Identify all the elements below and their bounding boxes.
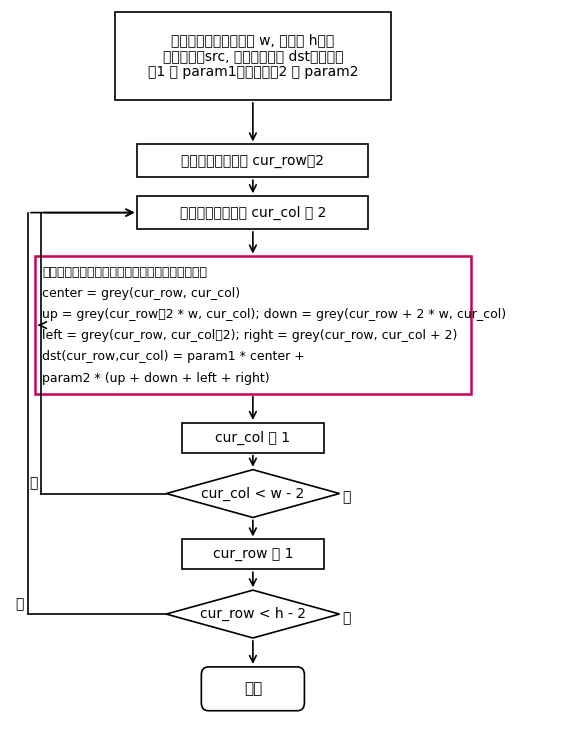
Text: 否: 否 bbox=[342, 490, 350, 504]
Text: left = grey(cur_row, cur_col－2); right = grey(cur_row, cur_col + 2): left = grey(cur_row, cur_col－2); right =… bbox=[43, 329, 458, 343]
Text: cur_col 增 1: cur_col 增 1 bbox=[215, 431, 290, 445]
Polygon shape bbox=[166, 470, 340, 517]
FancyBboxPatch shape bbox=[201, 667, 304, 711]
Text: center = grey(cur_row, cur_col): center = grey(cur_row, cur_col) bbox=[43, 287, 240, 300]
Text: 获取当前以及上下左右四个位置的灰度值，分别为: 获取当前以及上下左右四个位置的灰度值，分别为 bbox=[43, 266, 208, 279]
Text: cur_row 增 1: cur_row 增 1 bbox=[213, 548, 293, 561]
FancyBboxPatch shape bbox=[137, 196, 369, 229]
FancyBboxPatch shape bbox=[182, 423, 324, 452]
Text: 设置图像当前行数 cur_row为2: 设置图像当前行数 cur_row为2 bbox=[181, 154, 324, 168]
FancyBboxPatch shape bbox=[115, 13, 391, 100]
Text: dst(cur_row,cur_col) = param1 * center +: dst(cur_row,cur_col) = param1 * center + bbox=[43, 351, 305, 363]
Text: 结束: 结束 bbox=[244, 681, 262, 696]
FancyBboxPatch shape bbox=[137, 144, 369, 178]
Text: 是: 是 bbox=[16, 597, 24, 611]
Text: param2 * (up + down + left + right): param2 * (up + down + left + right) bbox=[43, 372, 270, 385]
Text: 否: 否 bbox=[342, 611, 350, 625]
Text: up = grey(cur_row－2 * w, cur_col); down = grey(cur_row + 2 * w, cur_col): up = grey(cur_row－2 * w, cur_col); down … bbox=[43, 308, 506, 321]
Text: cur_row < h - 2: cur_row < h - 2 bbox=[200, 607, 306, 621]
FancyBboxPatch shape bbox=[35, 256, 471, 394]
Text: 初始化，图像的宽度是 w, 高度是 h，变
换前图像为src, 变换后图像为 dst；解析参
数1 为 param1，解析参数2 为 param2: 初始化，图像的宽度是 w, 高度是 h，变 换前图像为src, 变换后图像为 d… bbox=[147, 33, 358, 80]
Text: 是: 是 bbox=[29, 476, 37, 490]
Text: 设置图像当前列数 cur_col 为 2: 设置图像当前列数 cur_col 为 2 bbox=[180, 206, 326, 220]
FancyBboxPatch shape bbox=[182, 539, 324, 569]
Text: cur_col < w - 2: cur_col < w - 2 bbox=[201, 487, 304, 501]
Polygon shape bbox=[166, 590, 340, 638]
